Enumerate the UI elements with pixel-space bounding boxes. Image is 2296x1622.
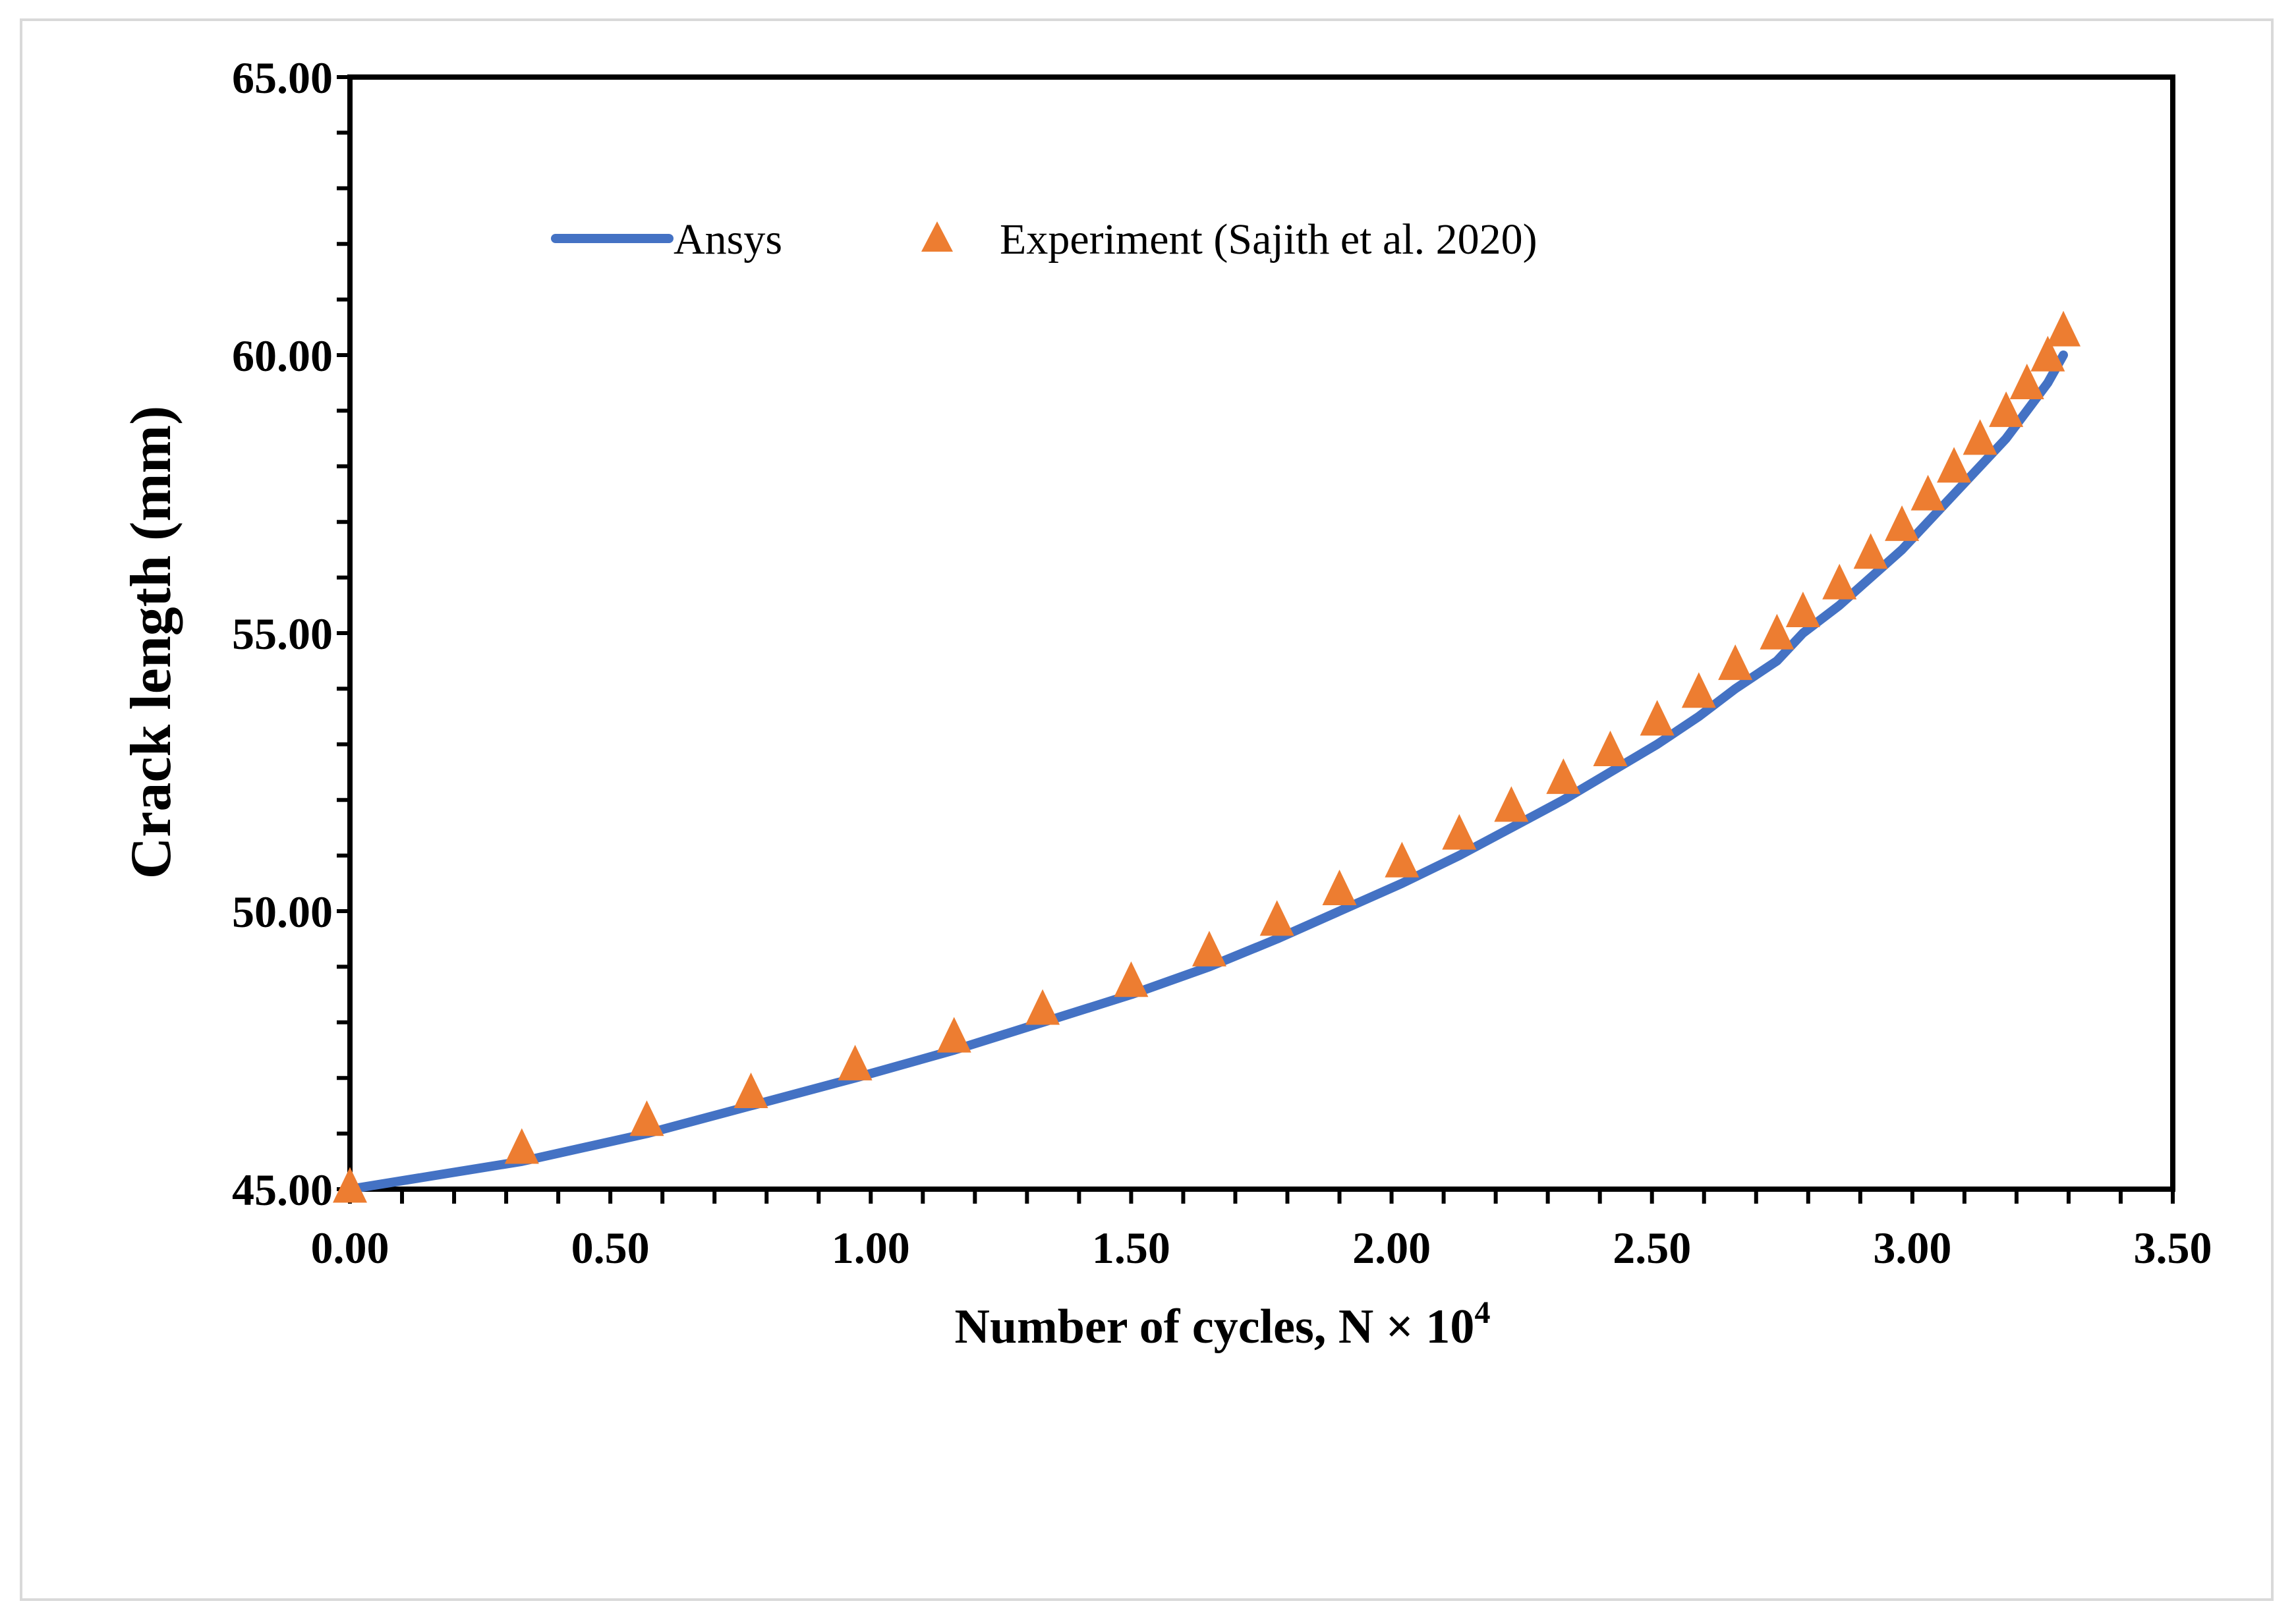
experiment-point [1025, 989, 1060, 1025]
experiment-point [504, 1128, 539, 1164]
experiment-point [1385, 841, 1420, 878]
experiment-point [1910, 474, 1945, 511]
experiment-point [733, 1073, 768, 1109]
experiment-point [1885, 505, 1920, 542]
experiment-point [1259, 900, 1294, 936]
experiment-point [1681, 672, 1716, 708]
experiment-point [838, 1044, 873, 1080]
y-tick-label: 50.00 [232, 887, 333, 937]
x-tick-label: 0.00 [311, 1223, 389, 1273]
experiment-point [1785, 591, 1820, 627]
experiment-point [629, 1100, 664, 1136]
experiment-point [1989, 391, 2024, 428]
y-tick-label: 45.00 [232, 1165, 333, 1215]
y-tick-labels: 45.00 50.00 55.00 60.00 65.00 [232, 53, 333, 1215]
experiment-point [2030, 335, 2065, 372]
x-axis-title-exponent: 4 [1474, 1295, 1490, 1330]
x-tick-label: 3.50 [2134, 1223, 2212, 1273]
experiment-point [1640, 700, 1675, 736]
experiment-point [2046, 310, 2081, 347]
experiment-point [2009, 363, 2044, 399]
y-tick-label: 60.00 [232, 331, 333, 381]
experiment-point [1546, 758, 1581, 795]
legend: Ansys Experiment (Sajith et al. 2020) [551, 215, 1537, 264]
x-tick-label: 0.50 [571, 1223, 650, 1273]
y-tick-label: 65.00 [232, 53, 333, 103]
experiment-point [1760, 613, 1794, 650]
series-layer [333, 310, 2081, 1203]
chart-frame [20, 18, 2274, 1601]
y-axis-title: Crack length (mm) [119, 406, 183, 880]
x-axis-title: Number of cycles, N × 104 [955, 1295, 1491, 1354]
experiment-point [1191, 930, 1226, 966]
x-tick-label: 1.50 [1092, 1223, 1170, 1273]
experiment-point [1114, 961, 1149, 997]
x-tick-label: 2.00 [1352, 1223, 1431, 1273]
legend-ansys-label: Ansys [674, 215, 782, 264]
x-axis-title-text: Number of cycles, N × 10 [955, 1300, 1475, 1354]
ansys-line [345, 350, 2068, 1194]
x-tick-label: 2.50 [1613, 1223, 1691, 1273]
legend-experiment-label: Experiment (Sajith et al. 2020) [1000, 215, 1537, 264]
x-tick-label: 3.00 [1873, 1223, 1951, 1273]
plot-area [347, 74, 2175, 1192]
experiment-point [1322, 869, 1357, 905]
legend-experiment-marker [921, 221, 953, 252]
experiment-point [1963, 419, 1997, 455]
x-tick-labels: 0.00 0.50 1.00 1.50 2.00 2.50 3.00 3.50 [311, 1223, 2212, 1273]
experiment-point [1853, 533, 1888, 569]
experiment-point [1937, 447, 1972, 483]
experiment-point [1822, 563, 1857, 600]
experiment-point [1494, 786, 1529, 822]
experiment-point [1718, 644, 1753, 681]
x-tick-label: 1.00 [832, 1223, 910, 1273]
experiment-point [333, 1167, 367, 1203]
experiment-point [936, 1017, 971, 1053]
experiment-point [1593, 730, 1628, 766]
y-tick-label: 55.00 [232, 609, 333, 659]
experiment-point [1442, 814, 1477, 850]
